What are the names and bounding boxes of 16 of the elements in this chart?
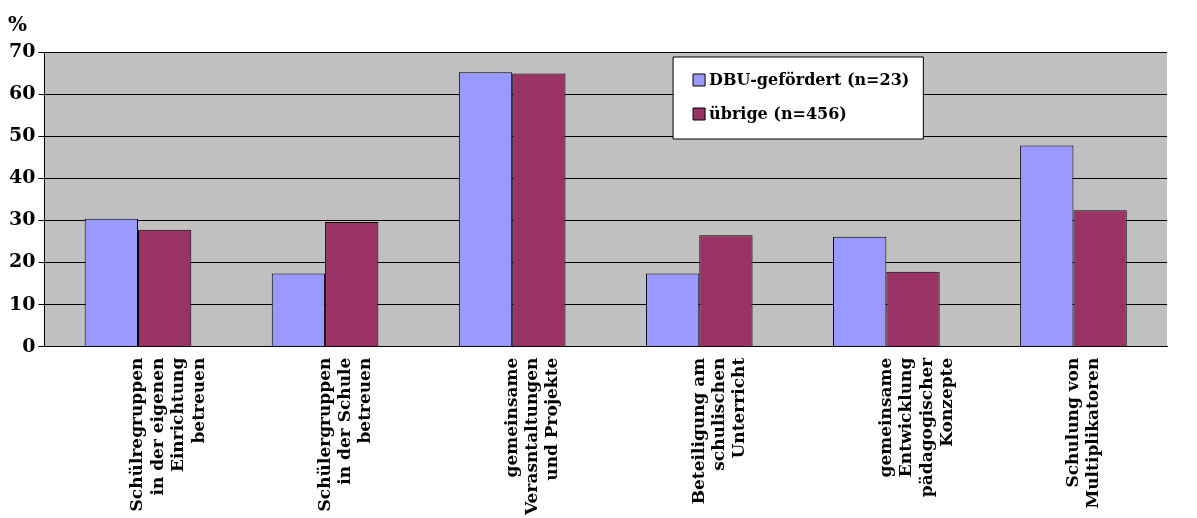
- y-tick-label: 30: [8, 207, 36, 230]
- x-tick-label: gemeinsame Entwicklung pädagogischer Konzepte: [874, 356, 956, 498]
- legend-label: übrige (n=456): [709, 104, 847, 124]
- y-tick-label: 10: [8, 291, 36, 314]
- legend-label: DBU-gefördert (n=23): [709, 70, 910, 90]
- x-tick-label: Schülregruppen in der eigenen Einrichtung betreuen: [126, 357, 208, 512]
- y-axis-title: %: [8, 12, 28, 36]
- y-tick-label: 40: [8, 165, 36, 188]
- y-tick-label: 60: [8, 81, 36, 104]
- x-tick-label: Schülergruppen in der Schule betreuen: [313, 357, 375, 512]
- y-tick-label: 70: [8, 38, 36, 61]
- y-tick-label: 0: [22, 333, 36, 356]
- x-tick-label: gemeinsame Verasntaltungen und Projekte: [500, 357, 562, 516]
- y-tick-label: 20: [8, 249, 36, 272]
- y-tick-label: 50: [8, 123, 36, 146]
- x-tick-label: Beteiligung am schulischen Unterricht: [687, 357, 749, 505]
